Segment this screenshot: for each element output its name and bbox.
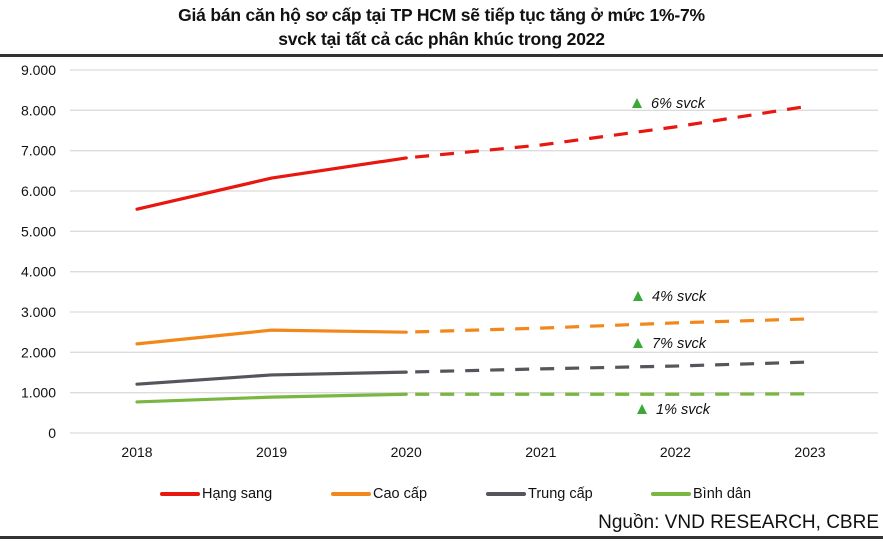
annotations: 6% svck 4% svck 7% svck 1% svck (632, 96, 711, 418)
annotation-label: 4% svck (652, 289, 707, 305)
x-tick-label: 2023 (794, 444, 825, 460)
legend-item-hang-sang[interactable]: Hạng sang (160, 483, 272, 505)
y-tick-label: 2.000 (21, 344, 56, 360)
legend-item-binh-dan[interactable]: Bình dân (651, 483, 751, 505)
y-tick-label: 1.000 (21, 385, 56, 401)
x-tick-label: 2018 (121, 444, 152, 460)
series-line-actual (135, 328, 408, 346)
y-tick-label: 7.000 (21, 143, 56, 159)
series-line-forecast (406, 317, 811, 334)
annotation-label: 1% svck (656, 402, 711, 418)
legend-swatch (331, 492, 371, 496)
series-line-forecast (406, 360, 811, 374)
y-tick-label: 5.000 (21, 223, 56, 239)
y-axis-ticks: 0 1.000 2.000 3.000 4.000 5.000 6.000 7.000 8.00… (21, 62, 56, 441)
top-rule (0, 54, 883, 57)
up-triangle-icon (637, 404, 647, 414)
chart-title-line-2: svck tại tất cả các phân khúc trong 2022 (278, 29, 605, 49)
x-axis-ticks: 2018 2019 2020 2021 2022 2023 (121, 444, 825, 460)
y-tick-label: 6.000 (21, 183, 56, 199)
x-tick-label: 2021 (525, 444, 556, 460)
y-tick-label: 9.000 (21, 62, 56, 78)
series-lines (135, 104, 811, 404)
up-triangle-icon (633, 291, 643, 301)
annotation: 7% svck (633, 336, 707, 352)
annotation: 1% svck (637, 402, 711, 418)
chart-title-line-1: Giá bán căn hộ sơ cấp tại TP HCM sẽ tiếp… (178, 5, 705, 25)
legend-item-cao-cap[interactable]: Cao cấp (331, 483, 427, 505)
x-tick-label: 2019 (256, 444, 287, 460)
legend-swatch (160, 492, 200, 496)
series-line-forecast (406, 104, 811, 160)
y-tick-label: 0 (48, 425, 56, 441)
annotation: 6% svck (632, 96, 706, 112)
up-triangle-icon (632, 98, 642, 108)
x-tick-label: 2020 (391, 444, 422, 460)
y-tick-label: 8.000 (21, 102, 56, 118)
source-note: Nguồn: VND RESEARCH, CBRE (598, 512, 879, 533)
legend: Hạng sang Cao cấp Trung cấp Bình dân (0, 483, 883, 505)
y-tick-label: 3.000 (21, 304, 56, 320)
legend-swatch (651, 492, 691, 496)
annotation-label: 7% svck (652, 336, 707, 352)
legend-swatch (486, 492, 526, 496)
legend-label: Trung cấp (528, 486, 593, 502)
chart-title: Giá bán căn hộ sơ cấp tại TP HCM sẽ tiếp… (0, 3, 883, 51)
annotation: 4% svck (633, 289, 707, 305)
y-tick-label: 4.000 (21, 264, 56, 280)
series-line-actual (135, 392, 408, 404)
legend-item-trung-cap[interactable]: Trung cấp (486, 483, 593, 505)
series-line-actual (135, 156, 408, 211)
legend-label: Bình dân (693, 486, 752, 502)
legend-label: Hạng sang (202, 486, 273, 502)
legend-label: Cao cấp (373, 486, 428, 502)
gridlines (70, 69, 878, 434)
series-line-actual (135, 370, 408, 386)
up-triangle-icon (633, 338, 643, 348)
x-tick-label: 2022 (660, 444, 691, 460)
annotation-label: 6% svck (651, 96, 706, 112)
bottom-rule (0, 536, 883, 539)
